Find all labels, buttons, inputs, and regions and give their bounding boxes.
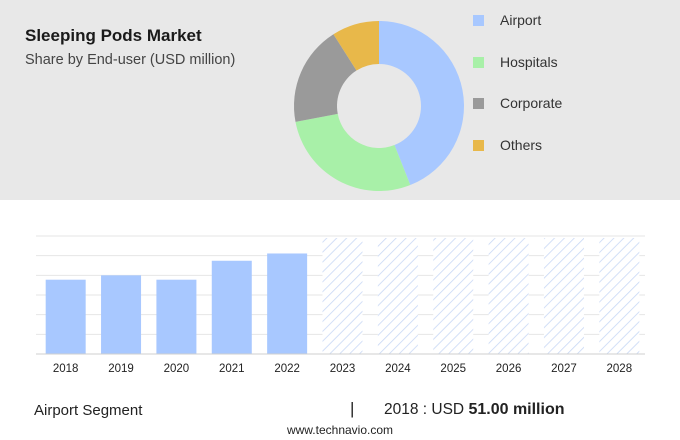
bar-2021 (211, 260, 252, 354)
donut-slice-hospitals (295, 113, 411, 192)
bar-forecast-2025 (433, 238, 474, 354)
segment-value: 2018 : USD 51.00 million (384, 401, 565, 419)
x-tick-label: 2024 (385, 363, 411, 375)
legend-item-airport: Airport (473, 12, 541, 28)
segment-value-amount: 51.00 million (468, 401, 565, 418)
x-tick-label: 2022 (274, 363, 300, 375)
bar-forecast-2024 (377, 238, 418, 354)
donut-slice-airport (379, 21, 465, 186)
donut-slice-others (333, 21, 379, 71)
x-tick-label: 2018 (53, 363, 79, 375)
legend-label-corporate: Corporate (500, 95, 563, 111)
bar-forecast-2028 (599, 238, 640, 354)
segment-value-prefix: 2018 : USD (384, 401, 465, 418)
bar-forecast-2023 (322, 238, 363, 354)
x-tick-label: 2027 (551, 363, 577, 375)
bar-chart: 2018 2019 2020 2021 2022 2023 2024 2025 2026 2027… (36, 235, 645, 375)
chart-title: Sleeping Pods Market (25, 26, 202, 45)
legend-item-hospitals: Hospitals (473, 54, 558, 70)
chart-subtitle: Share by End-user (USD million) (25, 52, 236, 68)
legend-label-others: Others (500, 137, 543, 153)
bar-forecast-2026 (488, 238, 529, 354)
legend-swatch-hospitals (473, 56, 484, 68)
x-tick-label: 2023 (330, 363, 356, 375)
legend-label-airport: Airport (500, 12, 542, 28)
legend-item-others: Others (473, 137, 542, 153)
legend-swatch-others (473, 139, 484, 151)
legend-item-corporate: Corporate (473, 95, 562, 111)
legend-swatch-corporate (473, 97, 484, 109)
legend-label-hospitals: Hospitals (500, 54, 558, 70)
x-tick-label: 2020 (164, 363, 190, 375)
x-tick-label: 2028 (607, 363, 633, 375)
bar-forecast-2027 (543, 238, 584, 354)
x-tick-label: 2019 (108, 363, 134, 375)
donut-chart (294, 21, 465, 192)
donut-slice-corporate (294, 34, 357, 122)
x-tick-label: 2021 (219, 363, 245, 375)
bar-2020 (156, 279, 197, 354)
website-link[interactable]: www.technavio.com (286, 423, 394, 437)
x-tick-label: 2026 (496, 363, 522, 375)
bar-2018 (45, 279, 86, 354)
x-tick-label: 2025 (440, 363, 466, 375)
segment-label: Airport Segment (34, 402, 143, 419)
bar-2022 (267, 253, 308, 354)
legend-swatch-airport (473, 14, 484, 26)
bar-2019 (101, 275, 142, 354)
footer-separator: | (350, 399, 355, 418)
